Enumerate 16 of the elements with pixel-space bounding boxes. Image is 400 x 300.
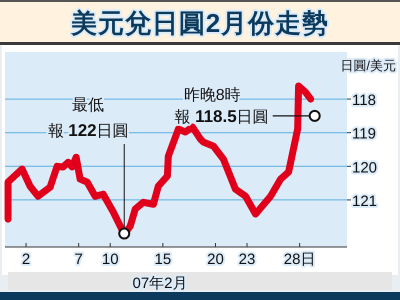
- y-tick-label: 119: [352, 126, 376, 143]
- x-tick-label: 20: [207, 251, 224, 268]
- x-axis-title: 07年2月: [132, 275, 188, 292]
- annotation: 最低: [72, 97, 104, 114]
- x-tick-label: 2: [22, 251, 30, 268]
- y-tick-label: 121: [352, 192, 378, 210]
- annotation: 報 118.5日圓: [174, 106, 269, 126]
- y-tick-label: 118: [352, 92, 376, 110]
- x-tick-label: 23: [238, 251, 256, 268]
- y-axis-title: 日圓/美元: [340, 58, 396, 73]
- chart-title: 美元兌日圓2月份走勢: [70, 8, 330, 38]
- x-tick-label: 15: [154, 251, 172, 268]
- x-tick-label: 7: [74, 251, 83, 268]
- y-tick-label: 120: [352, 159, 378, 176]
- x-tick-label: 28日: [284, 251, 316, 268]
- x-tick-label: 10: [102, 251, 119, 268]
